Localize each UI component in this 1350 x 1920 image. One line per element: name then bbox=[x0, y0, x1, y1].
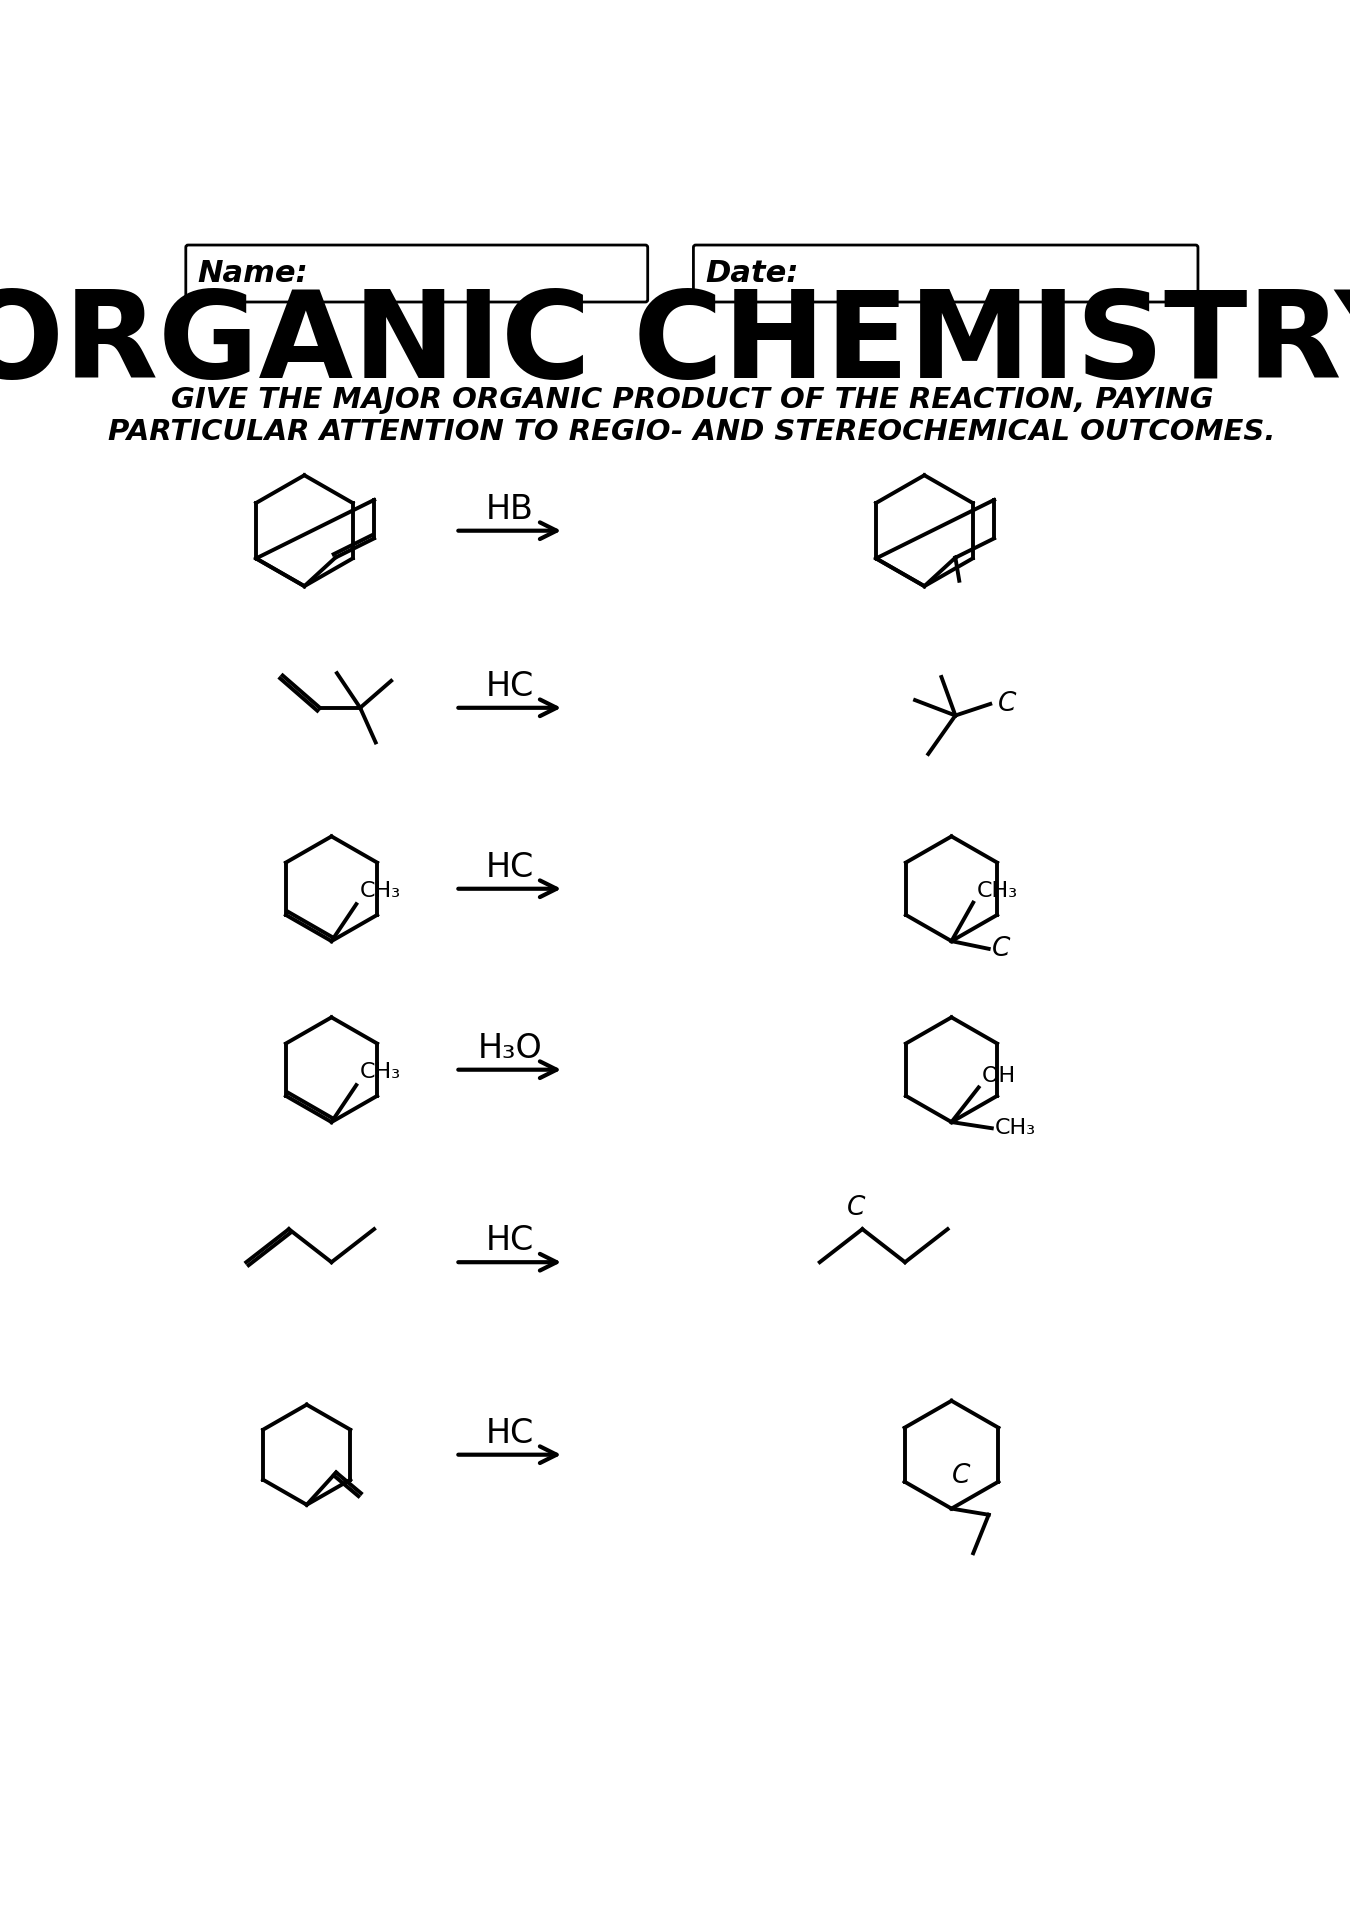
Text: C: C bbox=[998, 691, 1017, 716]
FancyBboxPatch shape bbox=[694, 246, 1197, 301]
Text: PARTICULAR ATTENTION TO REGIO- AND STEREOCHEMICAL OUTCOMES.: PARTICULAR ATTENTION TO REGIO- AND STERE… bbox=[108, 419, 1276, 445]
Text: HC: HC bbox=[486, 851, 533, 883]
FancyBboxPatch shape bbox=[186, 246, 648, 301]
Text: C: C bbox=[952, 1463, 971, 1490]
Text: Name:: Name: bbox=[197, 259, 308, 288]
Text: OH: OH bbox=[981, 1066, 1015, 1087]
Text: HC: HC bbox=[486, 670, 533, 703]
Text: HB: HB bbox=[486, 493, 533, 526]
Text: Date:: Date: bbox=[705, 259, 799, 288]
Text: ORGANIC CHEMISTRY: ORGANIC CHEMISTRY bbox=[0, 286, 1350, 403]
Text: C: C bbox=[992, 935, 1010, 962]
Text: CH₃: CH₃ bbox=[995, 1117, 1035, 1139]
Text: CH₃: CH₃ bbox=[359, 1062, 401, 1083]
Text: H₃O: H₃O bbox=[478, 1031, 543, 1064]
Text: HC: HC bbox=[486, 1225, 533, 1258]
Text: HC: HC bbox=[486, 1417, 533, 1450]
Text: GIVE THE MAJOR ORGANIC PRODUCT OF THE REACTION, PAYING: GIVE THE MAJOR ORGANIC PRODUCT OF THE RE… bbox=[170, 386, 1214, 415]
Text: CH₃: CH₃ bbox=[359, 881, 401, 900]
Text: C: C bbox=[846, 1194, 865, 1221]
Text: CH₃: CH₃ bbox=[976, 881, 1018, 900]
